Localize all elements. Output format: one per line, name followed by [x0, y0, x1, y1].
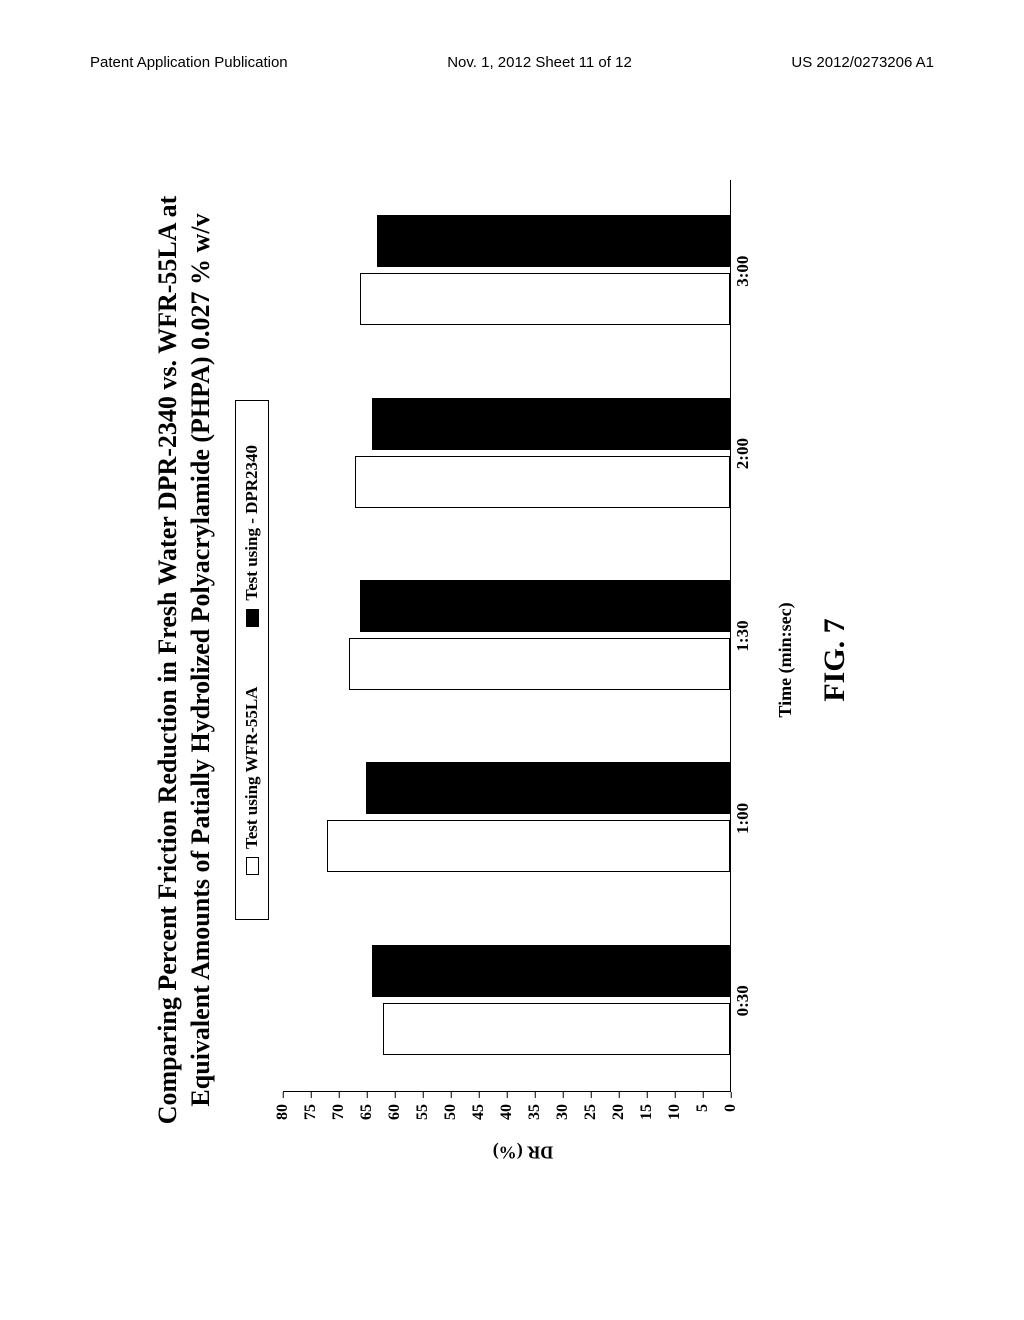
y-tick-mark: [282, 1092, 284, 1098]
y-tick-label: 55: [414, 1104, 432, 1134]
chart-legend: Test using WFR-55LA Test using - DPR2340: [235, 400, 269, 920]
header-center: Nov. 1, 2012 Sheet 11 of 12: [447, 54, 632, 71]
y-tick-label: 45: [470, 1104, 488, 1134]
y-tick-label: 0: [722, 1104, 740, 1134]
y-tick-label: 30: [554, 1104, 572, 1134]
bar-dpr2340: [372, 398, 730, 450]
legend-swatch-b: [246, 609, 259, 627]
y-tick-label: 70: [330, 1104, 348, 1134]
x-tick-label: 1:30: [733, 620, 753, 651]
y-tick-label: 15: [638, 1104, 656, 1134]
chart-title-line-1: Comparing Percent Friction Reduction in …: [152, 135, 185, 1185]
bar-dpr2340: [360, 580, 730, 632]
y-tick-mark: [450, 1092, 452, 1098]
y-ticks: 05101520253035404550556065707580: [283, 1098, 731, 1130]
x-tick-label: 1:00: [733, 803, 753, 834]
y-tick-mark: [646, 1092, 648, 1098]
y-tick-label: 65: [358, 1104, 376, 1134]
y-tick-mark: [562, 1092, 564, 1098]
legend-label-b: Test using - DPR2340: [242, 445, 262, 601]
x-ticks: 0:30 1:00 1:30 2:00 3:00: [733, 180, 757, 1092]
y-tick-mark: [422, 1092, 424, 1098]
chart-title: Comparing Percent Friction Reduction in …: [152, 135, 217, 1185]
y-axis-label: DR (%): [493, 1141, 554, 1162]
legend-label-a: Test using WFR-55LA: [242, 687, 262, 849]
plot-area: [283, 180, 731, 1092]
patent-header: Patent Application Publication Nov. 1, 2…: [90, 54, 934, 71]
bar-wfr55la: [360, 273, 730, 325]
header-right: US 2012/0273206 A1: [791, 54, 934, 71]
bar-group: [360, 215, 730, 325]
y-tick-label: 50: [442, 1104, 460, 1134]
y-tick-mark: [394, 1092, 396, 1098]
bar-wfr55la: [327, 820, 730, 872]
y-tick-mark: [618, 1092, 620, 1098]
y-tick-mark: [730, 1092, 732, 1098]
y-tick-label: 35: [526, 1104, 544, 1134]
bar-wfr55la: [383, 1003, 730, 1055]
chart-title-line-2: Equivalent Amounts of Patially Hydrolize…: [185, 135, 218, 1185]
y-tick-mark: [702, 1092, 704, 1098]
y-tick-mark: [478, 1092, 480, 1098]
legend-item-wfr55la: Test using WFR-55LA: [242, 687, 262, 875]
figure-caption: FIG. 7: [818, 135, 852, 1185]
bar-group: [355, 398, 730, 508]
bar-wfr55la: [349, 638, 730, 690]
y-tick-label: 60: [386, 1104, 404, 1134]
x-tick-label: 2:00: [733, 438, 753, 469]
x-tick-label: 3:00: [733, 256, 753, 287]
y-tick-mark: [310, 1092, 312, 1098]
bar-group: [349, 580, 730, 690]
bar-dpr2340: [366, 762, 730, 814]
bar-group: [327, 762, 730, 872]
legend-swatch-a: [246, 857, 259, 875]
y-tick-mark: [506, 1092, 508, 1098]
figure-container: Comparing Percent Friction Reduction in …: [152, 135, 872, 1185]
bar-dpr2340: [372, 945, 730, 997]
x-axis-label: Time (min:sec): [775, 135, 796, 1185]
y-tick-label: 20: [610, 1104, 628, 1134]
x-tick-label: 0:30: [733, 985, 753, 1016]
y-tick-label: 10: [666, 1104, 684, 1134]
y-tick-mark: [674, 1092, 676, 1098]
plot-outer: DR (%) 05101520253035404550556065707580 …: [283, 160, 763, 1160]
y-tick-mark: [590, 1092, 592, 1098]
y-tick-label: 40: [498, 1104, 516, 1134]
y-tick-mark: [366, 1092, 368, 1098]
bar-group: [372, 945, 730, 1055]
y-tick-label: 80: [274, 1104, 292, 1134]
y-tick-mark: [534, 1092, 536, 1098]
y-tick-label: 25: [582, 1104, 600, 1134]
y-tick-label: 75: [302, 1104, 320, 1134]
header-left: Patent Application Publication: [90, 54, 288, 71]
y-tick-label: 5: [694, 1104, 712, 1134]
bar-wfr55la: [355, 456, 730, 508]
legend-item-dpr2340: Test using - DPR2340: [242, 445, 262, 627]
page-root: Patent Application Publication Nov. 1, 2…: [0, 0, 1024, 1320]
bar-dpr2340: [377, 215, 730, 267]
y-tick-mark: [338, 1092, 340, 1098]
